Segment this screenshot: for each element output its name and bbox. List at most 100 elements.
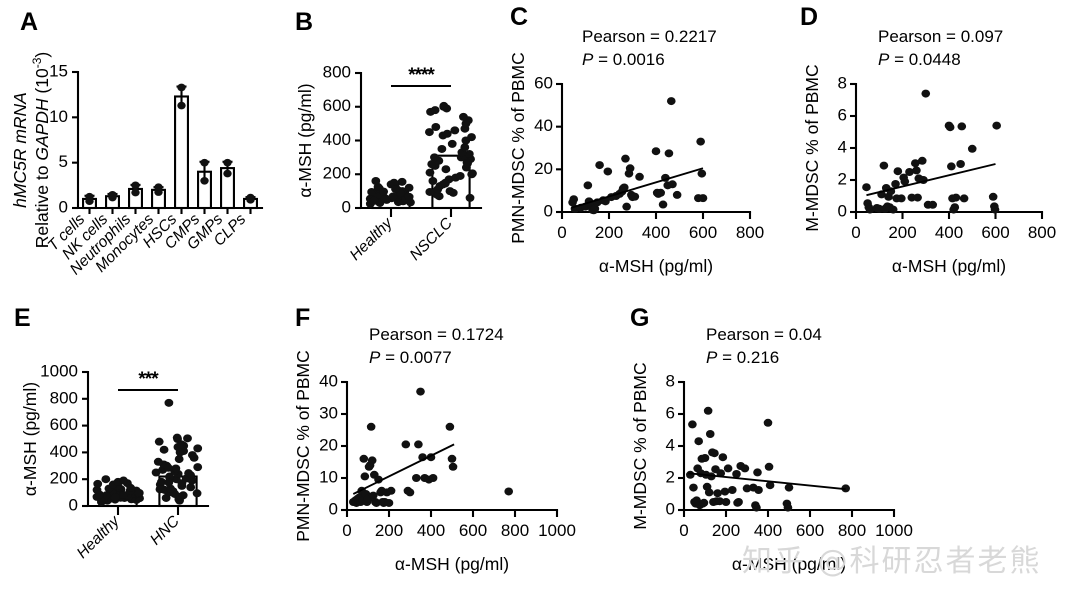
panel-b: B 0 200 400 600 800 Healthy NSCLC **** α-MSH (pg…: [285, 0, 500, 295]
data-point: [583, 181, 593, 190]
data-point: [621, 154, 630, 163]
data-point: [369, 196, 379, 205]
data-point: [784, 483, 794, 492]
x-tick-label: 800: [838, 521, 866, 540]
y-tick-label: 0: [329, 499, 338, 518]
data-point: [200, 177, 209, 185]
data-point: [359, 454, 369, 463]
data-point: [85, 192, 94, 201]
data-point: [688, 420, 697, 429]
data-point: [686, 470, 695, 479]
data-point: [865, 205, 875, 214]
x-tick-label: 0: [557, 223, 566, 242]
panel-g: G 0 2 4 6 8 0 200 400 600 800 1000 Pearson = 0.04 P …: [620, 298, 940, 593]
x-tick-label: 800: [501, 521, 529, 540]
x-tick-label: 400: [935, 223, 963, 242]
data-point: [154, 183, 163, 191]
x-tick-label: 0: [851, 223, 860, 242]
data-point: [157, 477, 166, 486]
data-point: [765, 481, 775, 490]
p-value-label: P = 0.0016: [582, 50, 665, 69]
pearson-label: Pearson = 0.097: [878, 27, 1003, 46]
pearson-label: Pearson = 0.04: [706, 325, 822, 344]
x-axis-label: α-MSH (pg/ml): [732, 554, 846, 574]
data-point: [164, 398, 174, 407]
data-point: [957, 122, 967, 131]
data-point: [720, 487, 730, 496]
data-point: [405, 488, 415, 497]
data-point: [465, 193, 475, 202]
data-point: [664, 149, 674, 158]
data-point: [467, 133, 476, 142]
data-point: [380, 193, 390, 202]
data-point: [732, 470, 741, 478]
panel-e-letter: E: [14, 304, 31, 332]
data-point: [990, 205, 1000, 214]
y-tick-label: 10: [49, 107, 68, 126]
data-point: [171, 464, 181, 473]
regression-line: [571, 167, 704, 209]
data-point: [601, 197, 610, 206]
y-tick-label: 0: [666, 499, 675, 518]
data-point: [360, 472, 370, 481]
data-point: [366, 422, 376, 431]
data-point: [437, 144, 447, 153]
panel-c: C 0 20 40 60 0 200 400 600 800 Pearson = 0.2217 P …: [500, 0, 790, 295]
data-point: [468, 169, 477, 178]
data-point: [740, 464, 750, 473]
data-point: [172, 433, 182, 442]
data-point: [713, 489, 722, 498]
data-point: [988, 192, 998, 201]
data-point: [913, 193, 922, 202]
data-point: [184, 469, 193, 478]
y-tick-label: 800: [323, 62, 351, 81]
data-point: [404, 183, 414, 192]
data-point: [694, 437, 703, 446]
y-tick-label: 2: [838, 169, 847, 188]
data-point: [371, 177, 381, 185]
data-point: [416, 387, 425, 396]
x-tick-label: 1000: [538, 521, 576, 540]
y-tick-label: 0: [69, 495, 78, 514]
x-tick-label: 600: [459, 521, 487, 540]
y-tick-label: 6: [666, 403, 675, 422]
y-tick-label: 0: [342, 197, 351, 216]
data-point: [164, 478, 174, 487]
data-point: [193, 463, 203, 472]
bar: [174, 95, 189, 210]
data-point: [992, 121, 1001, 130]
y-tick-label: 800: [50, 388, 78, 407]
panel-g-letter: G: [630, 304, 650, 332]
data-point: [862, 183, 871, 192]
data-point: [391, 185, 400, 194]
data-point: [705, 430, 715, 438]
data-point: [447, 139, 457, 148]
panel-e-chart: 0 200 400 600 800 1000 Healthy HNC *** α-MSH (pg/…: [20, 361, 210, 562]
data-point: [622, 202, 631, 211]
data-point: [668, 180, 677, 189]
y-tick-label: 200: [50, 469, 78, 488]
data-point: [386, 486, 396, 495]
y-tick-label: 1000: [40, 361, 78, 380]
data-point: [186, 483, 196, 492]
panel-a-letter: A: [20, 8, 39, 36]
data-point: [569, 195, 579, 204]
y-tick-label: 400: [323, 130, 351, 149]
data-point: [177, 101, 186, 110]
y-tick-label: 2: [666, 467, 675, 486]
panel-b-letter: B: [295, 8, 314, 36]
data-point: [754, 486, 763, 494]
data-point: [595, 161, 604, 170]
data-point: [428, 474, 438, 482]
y-axis-label: PMN-MDSC % of PBMC: [293, 350, 313, 542]
panel-e: E 0 200 400 600 800 1000 Healthy HNC *** α-MSH (p…: [0, 298, 285, 593]
data-point: [658, 200, 668, 209]
data-point: [430, 153, 439, 162]
data-point: [455, 171, 465, 180]
data-point: [163, 463, 173, 472]
data-point: [166, 484, 175, 493]
data-point: [159, 445, 169, 454]
data-point: [151, 468, 161, 477]
data-point: [177, 83, 186, 92]
